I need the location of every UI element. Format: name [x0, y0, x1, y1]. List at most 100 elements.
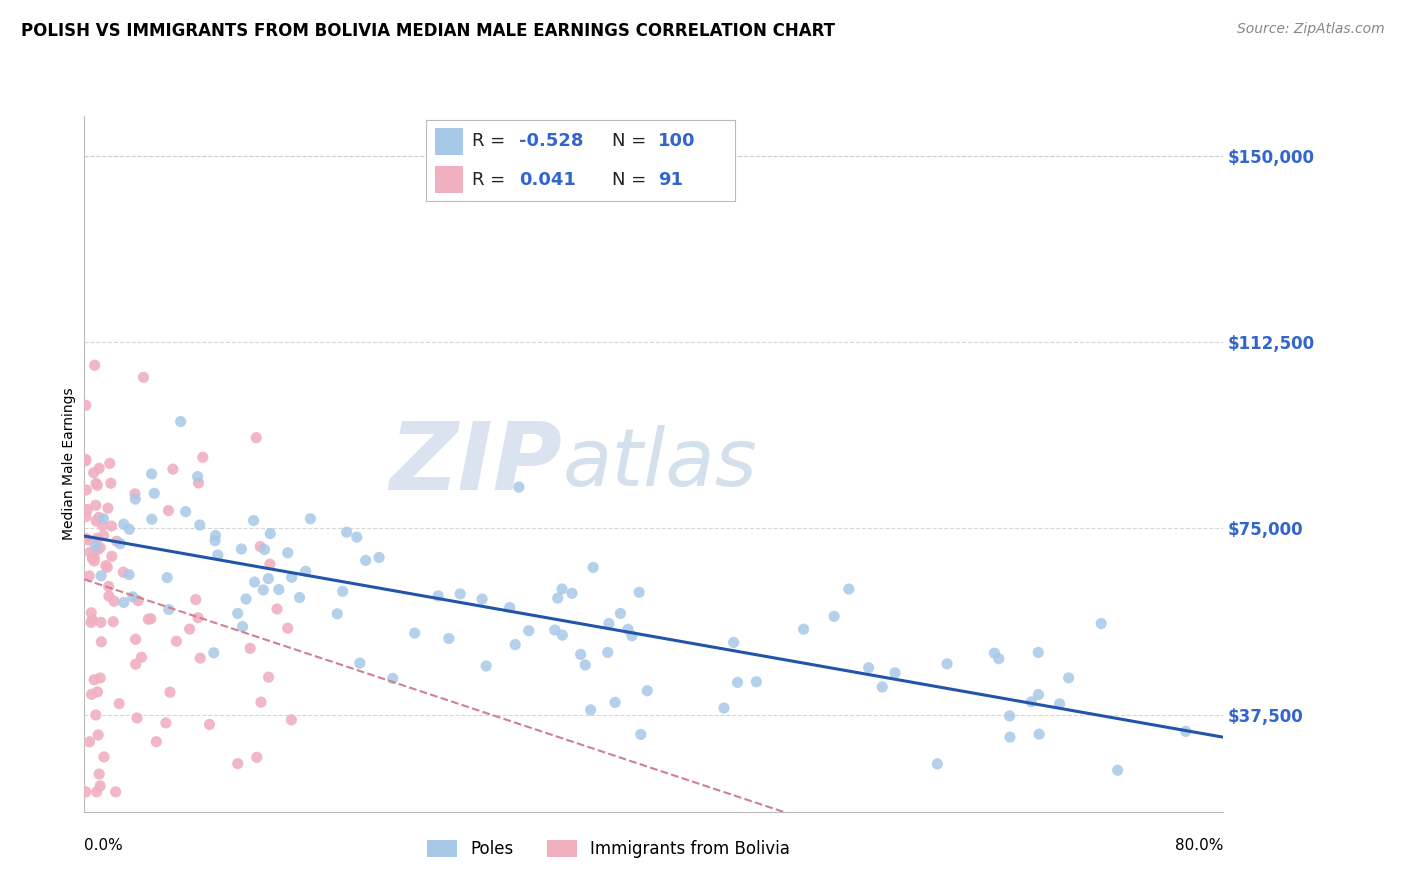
Text: 91: 91	[658, 171, 683, 189]
Point	[207, 548, 229, 562]
Point	[96, 560, 118, 574]
Point	[1019, 695, 1042, 709]
Text: 0.041: 0.041	[519, 171, 575, 189]
Point	[84, 539, 107, 553]
Point	[517, 624, 540, 638]
Point	[475, 659, 498, 673]
Point	[93, 512, 115, 526]
Point	[266, 602, 288, 616]
Point	[561, 586, 583, 600]
Point	[188, 651, 211, 665]
Point	[80, 606, 103, 620]
Point	[187, 475, 209, 490]
Point	[112, 517, 135, 532]
Point	[157, 503, 180, 517]
Text: R =: R =	[472, 132, 506, 150]
Point	[596, 645, 619, 659]
Bar	[436, 166, 463, 193]
Point	[80, 687, 103, 701]
Bar	[436, 128, 463, 155]
Point	[336, 525, 359, 540]
Point	[630, 727, 652, 741]
Point	[617, 622, 640, 636]
Point	[246, 750, 269, 764]
Point	[569, 648, 592, 662]
Point	[75, 398, 97, 412]
Point	[983, 646, 1005, 660]
Point	[1028, 727, 1050, 741]
Y-axis label: Median Male Earnings: Median Male Earnings	[62, 387, 76, 541]
Point	[84, 514, 107, 528]
Text: atlas: atlas	[562, 425, 758, 503]
Point	[354, 553, 377, 567]
Point	[121, 590, 143, 604]
Point	[87, 728, 110, 742]
Point	[253, 542, 276, 557]
Point	[636, 683, 658, 698]
Point	[98, 456, 121, 470]
Point	[108, 697, 131, 711]
Point	[86, 478, 108, 492]
Point	[97, 501, 120, 516]
Point	[242, 514, 264, 528]
Point	[89, 767, 111, 781]
Point	[503, 638, 526, 652]
Point	[1057, 671, 1080, 685]
Point	[437, 632, 460, 646]
Point	[936, 657, 959, 671]
Point	[90, 615, 112, 630]
Point	[100, 519, 122, 533]
Point	[83, 466, 105, 480]
Point	[427, 589, 450, 603]
Point	[346, 530, 368, 544]
Point	[1026, 645, 1049, 659]
Point	[250, 695, 273, 709]
Text: POLISH VS IMMIGRANTS FROM BOLIVIA MEDIAN MALE EARNINGS CORRELATION CHART: POLISH VS IMMIGRANTS FROM BOLIVIA MEDIAN…	[21, 22, 835, 40]
Point	[83, 554, 105, 568]
Point	[82, 613, 104, 627]
Point	[498, 600, 520, 615]
Text: 0.0%: 0.0%	[84, 838, 124, 854]
Point	[204, 528, 226, 542]
Point	[198, 717, 221, 731]
Point	[94, 558, 117, 573]
Point	[143, 486, 166, 500]
Point	[998, 730, 1021, 744]
Point	[124, 487, 146, 501]
Point	[551, 582, 574, 596]
Point	[294, 564, 316, 578]
Point	[232, 619, 254, 633]
Point	[927, 756, 949, 771]
Point	[86, 532, 108, 546]
Point	[97, 589, 120, 603]
Point	[89, 461, 111, 475]
Point	[155, 715, 177, 730]
Point	[231, 541, 253, 556]
Point	[84, 498, 107, 512]
Point	[598, 616, 620, 631]
Point	[280, 713, 302, 727]
Point	[87, 510, 110, 524]
Point	[103, 615, 125, 629]
Point	[141, 467, 163, 481]
Point	[235, 592, 257, 607]
Point	[90, 635, 112, 649]
Point	[162, 462, 184, 476]
Point	[110, 537, 132, 551]
Point	[368, 550, 391, 565]
Point	[204, 533, 226, 548]
Point	[105, 534, 128, 549]
Point	[349, 656, 371, 670]
Point	[187, 469, 209, 483]
Point	[157, 602, 180, 616]
Point	[75, 454, 97, 468]
Point	[138, 612, 160, 626]
Point	[75, 509, 97, 524]
Point	[75, 452, 97, 467]
Point	[249, 540, 271, 554]
Point	[84, 708, 107, 723]
Text: -0.528: -0.528	[519, 132, 583, 150]
Point	[1090, 616, 1112, 631]
Text: N =: N =	[612, 171, 645, 189]
Point	[267, 582, 290, 597]
